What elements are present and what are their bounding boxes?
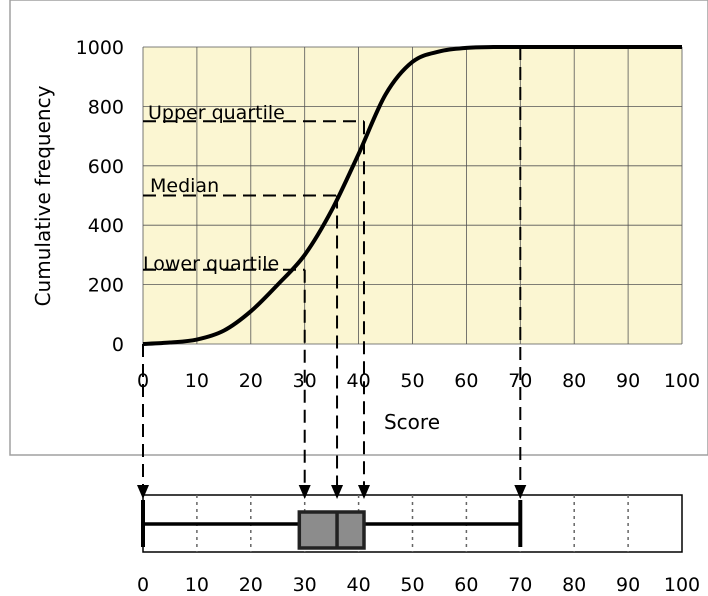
y-axis-title: Cumulative frequency (31, 85, 55, 306)
interquartile-box (297, 510, 366, 550)
x-tick-label: 0 (137, 370, 149, 392)
projection-lines (137, 47, 527, 499)
y-tick-label: 800 (88, 96, 124, 118)
y-tick-label: 600 (88, 156, 124, 178)
boxplot-x-tick-label: 40 (347, 574, 371, 596)
projection-arrowhead (137, 485, 149, 499)
x-tick-label: 90 (616, 370, 640, 392)
x-tick-label: 20 (239, 370, 263, 392)
x-tick-label: 50 (400, 370, 424, 392)
boxplot-x-tick-label: 0 (137, 574, 149, 596)
x-tick-label: 70 (508, 370, 532, 392)
boxplot-x-tick-label: 20 (239, 574, 263, 596)
boxplot-x-tick-label: 50 (400, 574, 424, 596)
y-tick-label: 0 (112, 334, 124, 356)
projection-arrowhead (298, 485, 311, 499)
projection-arrowhead (357, 485, 370, 499)
curve-layer (142, 44, 682, 346)
projection-arrowhead (331, 485, 344, 499)
x-tick-label: 60 (454, 370, 478, 392)
boxplot (141, 500, 523, 550)
x-tick-label: 10 (185, 370, 209, 392)
x-tick-label: 40 (347, 370, 371, 392)
y-tick-label: 1000 (76, 37, 124, 59)
y-tick-labels: 0 200 400 600 800 1000 (76, 37, 124, 356)
boxplot-x-tick-label: 90 (616, 574, 640, 596)
boxplot-x-tick-label: 100 (664, 574, 700, 596)
boxplot-x-tick-label: 30 (293, 574, 317, 596)
cumulative-frequency-curve (142, 44, 682, 346)
boxplot-x-tick-label: 60 (454, 574, 478, 596)
y-tick-label: 400 (88, 215, 124, 237)
x-tick-label: 80 (562, 370, 586, 392)
annotation-label: Lower quartile (143, 253, 279, 275)
boxplot-x-tick-label: 70 (508, 574, 532, 596)
x-axis-title: Score (384, 410, 440, 434)
projection-arrowhead (514, 485, 527, 499)
annotation-label: Upper quartile (148, 102, 285, 124)
x-tick-label: 100 (664, 370, 700, 392)
y-tick-label: 200 (88, 275, 124, 297)
annotation-label: Median (150, 175, 219, 197)
boxplot-x-tick-label: 10 (185, 574, 209, 596)
annotations: Upper quartile Median Lower quartile (143, 102, 364, 275)
boxplot-x-tick-label: 80 (562, 574, 586, 596)
boxplot-x-tick-labels: 0 10 20 30 40 50 60 70 80 90 100 (137, 574, 700, 596)
